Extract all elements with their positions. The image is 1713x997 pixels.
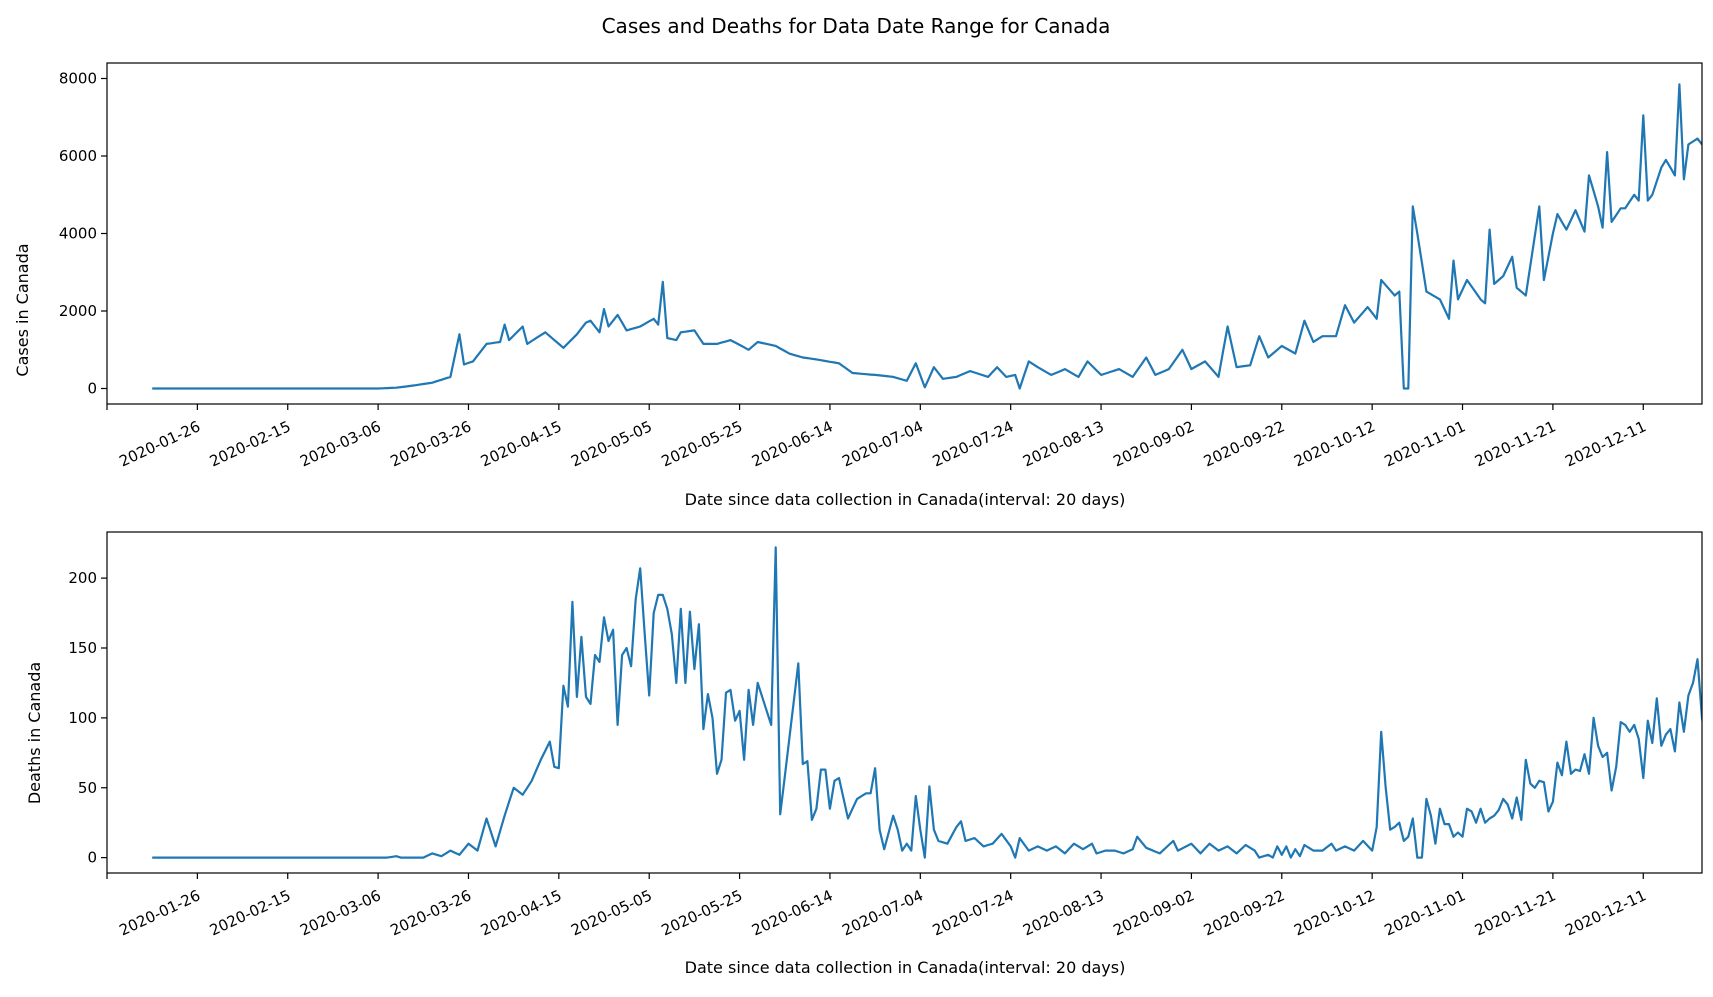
cases-series-line	[152, 83, 1702, 390]
deaths-x-tick-label: 2020-11-21	[1472, 886, 1559, 939]
deaths-x-tick-label: 2020-05-05	[568, 886, 655, 939]
cases-y-tick-label: 2000	[59, 302, 97, 320]
cases-x-tick-label: 2020-03-26	[388, 417, 475, 470]
deaths-x-tick-label: 2020-05-25	[659, 886, 746, 939]
cases-x-tick-label: 2020-10-12	[1291, 417, 1378, 470]
deaths-y-tick-label: 0	[87, 849, 97, 867]
cases-x-tick-label: 2020-01-26	[116, 417, 203, 470]
cases-x-tick-label: 2020-06-14	[749, 417, 836, 470]
cases-y-tick-label: 6000	[59, 147, 97, 165]
cases-x-tick-label: 2020-05-25	[659, 417, 746, 470]
cases-y-tick-label: 8000	[59, 70, 97, 88]
cases-y-tick-label: 0	[87, 380, 97, 398]
deaths-x-tick-label: 2020-10-12	[1291, 886, 1378, 939]
deaths-x-tick-label: 2020-03-06	[297, 886, 384, 939]
deaths-x-axis-label: Date since data collection in Canada(int…	[685, 958, 1126, 977]
deaths-x-tick-label: 2020-04-15	[478, 886, 565, 939]
cases-x-tick-label: 2020-04-15	[478, 417, 565, 470]
cases-x-tick-label: 2020-07-24	[930, 417, 1017, 470]
cases-y-tick-label: 4000	[59, 225, 97, 243]
deaths-x-tick-label: 2020-08-13	[1020, 886, 1107, 939]
deaths-y-tick-label: 100	[68, 709, 97, 727]
deaths-x-tick-label: 2020-07-04	[839, 886, 926, 939]
cases-y-axis-label: Cases in Canada	[13, 243, 32, 376]
deaths-x-tick-label: 2020-06-14	[749, 886, 836, 939]
deaths-x-tick-label: 2020-03-26	[388, 886, 475, 939]
cases-x-tick-label: 2020-08-13	[1020, 417, 1107, 470]
figure-suptitle: Cases and Deaths for Data Date Range for…	[602, 14, 1111, 38]
deaths-y-axis-label: Deaths in Canada	[25, 662, 44, 804]
deaths-x-tick-label: 2020-07-24	[930, 886, 1017, 939]
cases-x-tick-label: 2020-09-02	[1110, 417, 1197, 470]
deaths-y-tick-label: 150	[68, 639, 97, 657]
cases-x-tick-label: 2020-09-22	[1201, 417, 1288, 470]
deaths-series-line	[152, 546, 1702, 859]
cases-x-tick-label: 2020-07-04	[839, 417, 926, 470]
deaths-x-tick-label: 2020-09-02	[1110, 886, 1197, 939]
deaths-x-tick-label: 2020-02-15	[207, 886, 294, 939]
cases-x-tick-label: 2020-12-11	[1562, 417, 1649, 470]
cases-x-tick-label: 2020-02-15	[207, 417, 294, 470]
cases-x-tick-label: 2020-03-06	[297, 417, 384, 470]
deaths-y-tick-label: 50	[78, 779, 97, 797]
deaths-x-tick-label: 2020-11-01	[1382, 886, 1469, 939]
deaths-y-tick-label: 200	[68, 569, 97, 587]
deaths-chart: Deaths in Canada Date since data collect…	[25, 531, 1703, 977]
deaths-x-tick-label: 2020-09-22	[1201, 886, 1288, 939]
cases-chart: Cases in Canada Date since data collecti…	[13, 62, 1703, 509]
cases-x-tick-label: 2020-11-01	[1382, 417, 1469, 470]
deaths-x-tick-label: 2020-12-11	[1562, 886, 1649, 939]
cases-x-tick-label: 2020-11-21	[1472, 417, 1559, 470]
deaths-x-tick-label: 2020-01-26	[116, 886, 203, 939]
cases-x-tick-label: 2020-05-05	[568, 417, 655, 470]
cases-x-axis-label: Date since data collection in Canada(int…	[685, 490, 1126, 509]
deaths-plot-frame	[106, 531, 1703, 874]
cases-plot-frame	[106, 62, 1703, 405]
